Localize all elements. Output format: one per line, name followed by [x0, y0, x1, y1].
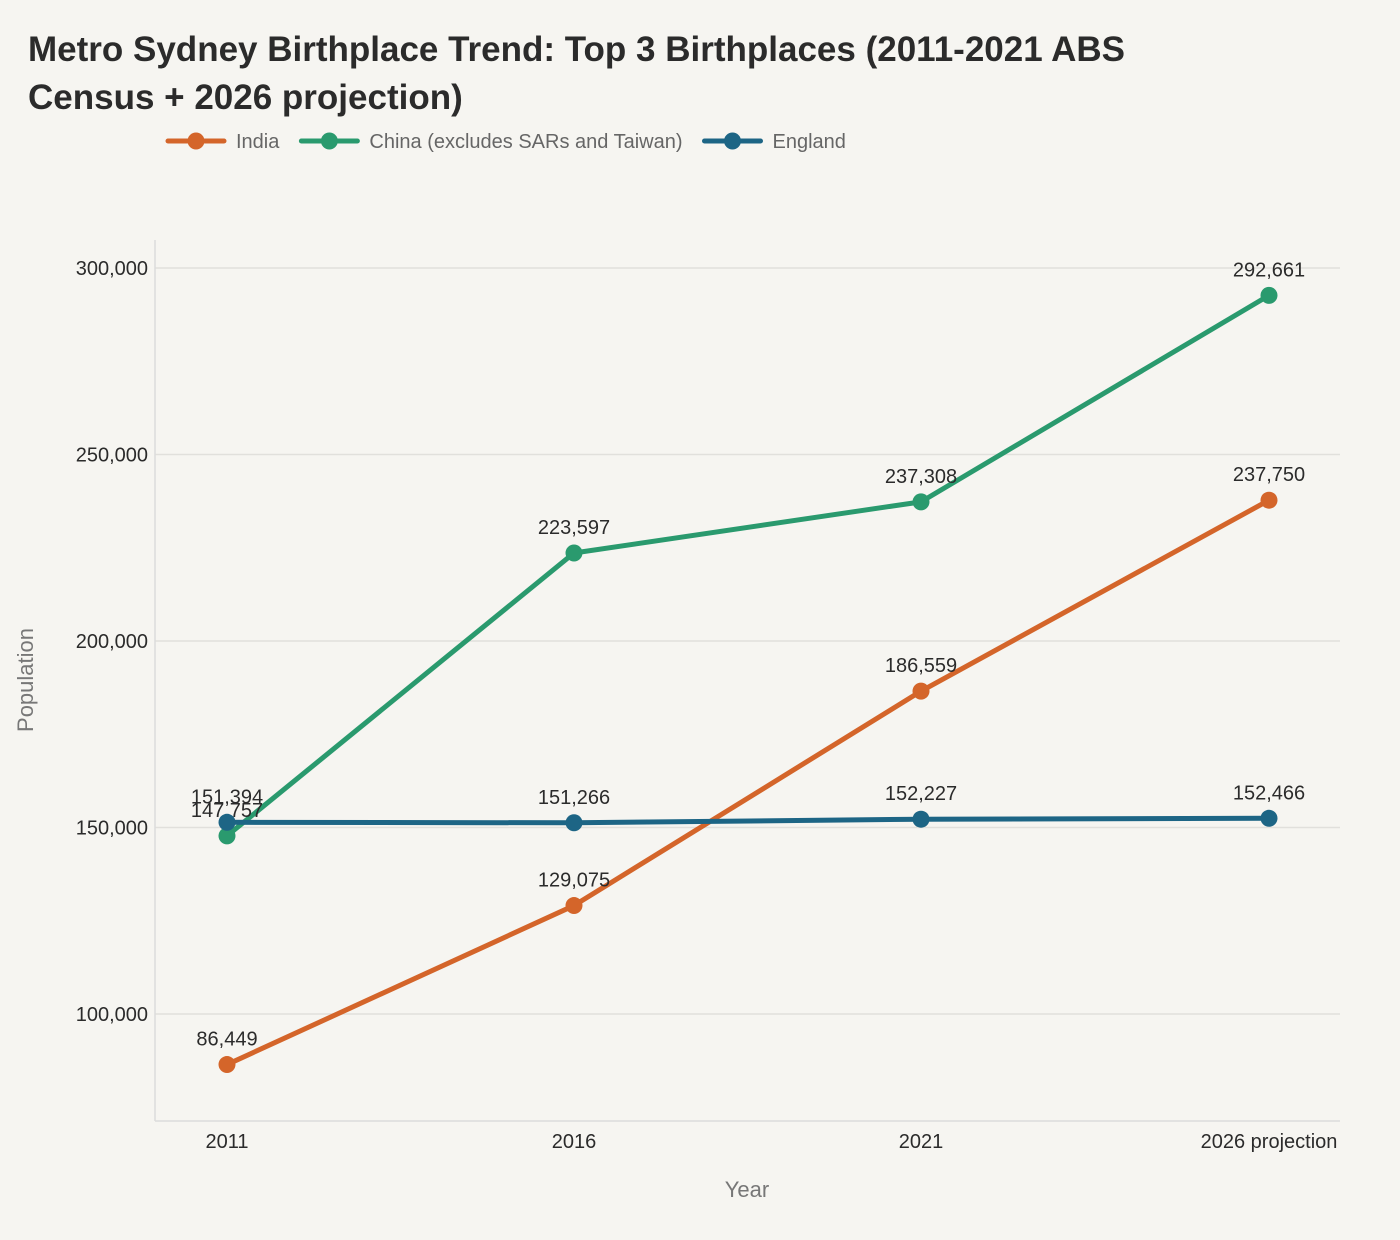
data-point[interactable] — [1260, 491, 1278, 509]
x-axis-title: Year — [725, 1177, 769, 1202]
x-tick-label: 2011 — [205, 1131, 248, 1153]
data-point[interactable] — [912, 682, 930, 700]
data-label: 292,661 — [1233, 259, 1305, 281]
y-tick-label: 300,000 — [76, 258, 148, 280]
data-label: 186,559 — [885, 655, 957, 677]
data-point[interactable] — [218, 1056, 236, 1074]
y-tick-label: 150,000 — [76, 818, 148, 840]
legend[interactable]: India China (excludes SARs and Taiwan) Eng… — [165, 131, 846, 153]
legend-item[interactable]: India — [165, 131, 280, 153]
gridlines — [155, 267, 1340, 1015]
data-label: 152,227 — [885, 783, 957, 805]
data-label: 237,308 — [885, 466, 957, 488]
legend-label: China (excludes SARs and Taiwan) — [369, 131, 682, 153]
legend-label: England — [773, 131, 846, 153]
legend-item[interactable]: China (excludes SARs and Taiwan) — [298, 131, 683, 153]
series: 86,449 129,075 186,559 237,750 147,757 223,59… — [191, 259, 1305, 1074]
data-label: 86,449 — [196, 1029, 257, 1051]
data-point[interactable] — [218, 813, 236, 831]
series-group: 86,449 129,075 186,559 237,750 — [196, 464, 1305, 1074]
data-label: 223,597 — [538, 517, 610, 539]
data-label: 147,757 — [191, 800, 263, 822]
data-label: 129,075 — [538, 870, 610, 892]
series-line — [224, 497, 1272, 1068]
x-tick-label: 2021 — [899, 1131, 944, 1153]
data-point[interactable] — [1260, 286, 1278, 304]
y-tick-label: 100,000 — [76, 1004, 148, 1026]
axes — [154, 240, 1340, 1122]
y-tick-label: 200,000 — [76, 631, 148, 653]
data-point[interactable] — [1260, 809, 1278, 827]
x-tick-label: 2026 projection — [1201, 1131, 1338, 1153]
legend-marker — [724, 132, 741, 150]
data-label: 151,266 — [538, 787, 610, 809]
legend-label: India — [236, 131, 280, 153]
y-axis-title: Population — [13, 628, 38, 732]
legend-item[interactable]: England — [702, 131, 846, 153]
series-line — [224, 292, 1272, 839]
series-line — [224, 815, 1272, 826]
data-point[interactable] — [218, 827, 236, 845]
data-point[interactable] — [912, 493, 930, 511]
data-label: 237,750 — [1233, 464, 1305, 486]
x-tick-label: 2016 — [552, 1131, 597, 1153]
series-group: 151,394 151,266 152,227 152,466 — [191, 782, 1305, 832]
legend-marker — [320, 132, 338, 150]
data-point[interactable] — [565, 897, 583, 915]
y-tick-labels: 100,000 150,000 200,000 250,000 300,000 — [76, 258, 148, 1026]
series-group: 147,757 223,597 237,308 292,661 — [191, 259, 1305, 845]
data-point[interactable] — [565, 544, 583, 562]
data-point[interactable] — [565, 814, 583, 832]
data-point[interactable] — [912, 810, 930, 828]
data-label: 151,394 — [191, 786, 263, 808]
data-label: 152,466 — [1233, 782, 1305, 804]
y-tick-label: 250,000 — [76, 445, 148, 467]
x-tick-labels: 2011 2016 2021 2026 projection — [205, 1131, 1337, 1153]
chart-title: Metro Sydney Birthplace Trend: Top 3 Bir… — [28, 30, 1125, 117]
legend-marker — [187, 132, 205, 150]
